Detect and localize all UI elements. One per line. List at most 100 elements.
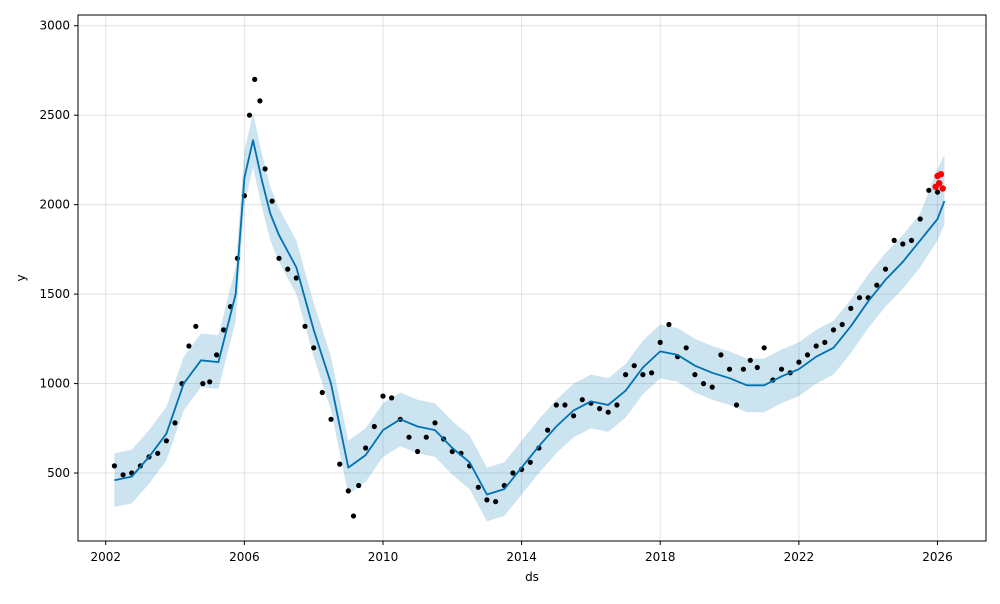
- observed-point: [874, 282, 880, 288]
- observed-point: [111, 463, 117, 469]
- observed-point: [293, 275, 299, 281]
- observed-point: [285, 266, 291, 272]
- observed-point: [155, 450, 161, 456]
- observed-point: [276, 255, 282, 261]
- observed-point: [605, 409, 611, 415]
- uncertainty-band: [114, 113, 945, 522]
- observed-point: [527, 459, 533, 465]
- observed-point: [214, 352, 220, 358]
- observed-point: [269, 198, 275, 204]
- x-tick-label: 2006: [229, 550, 260, 564]
- grid: [78, 15, 986, 541]
- observed-point: [839, 321, 845, 328]
- observed-point: [200, 381, 206, 387]
- observed-point: [718, 352, 724, 358]
- highlighted-point: [937, 171, 945, 178]
- observed-point: [726, 366, 733, 372]
- observed-point: [796, 359, 802, 365]
- observed-point: [302, 323, 308, 329]
- x-tick-label: 2022: [784, 550, 815, 564]
- x-tick-label: 2014: [506, 550, 537, 564]
- observed-point: [257, 98, 263, 104]
- uncertainty-band-layer: [114, 113, 945, 522]
- observed-point: [623, 372, 629, 378]
- observed-point: [553, 402, 559, 408]
- y-tick-label: 3000: [39, 19, 70, 33]
- observed-point: [882, 266, 889, 272]
- observed-point: [475, 484, 481, 490]
- observed-point: [207, 379, 213, 385]
- observed-point: [926, 187, 932, 193]
- observed-point: [262, 166, 268, 172]
- observed-point: [848, 305, 854, 311]
- observed-point: [740, 366, 747, 372]
- observed-point: [761, 345, 767, 351]
- observed-point: [328, 416, 334, 422]
- observed-point: [657, 339, 663, 345]
- observed-point: [363, 445, 369, 451]
- observed-point: [389, 395, 395, 401]
- y-axis: 500 1000 1500 2000 2500 3000: [39, 19, 78, 480]
- observed-point: [908, 237, 915, 243]
- observed-point: [545, 427, 551, 433]
- observed-point: [666, 321, 672, 328]
- highlighted-points-layer: [932, 171, 946, 192]
- observed-point: [415, 448, 421, 455]
- observed-point: [571, 413, 577, 419]
- observed-point: [709, 384, 715, 390]
- observed-point: [319, 389, 325, 396]
- observed-point: [356, 482, 362, 489]
- observed-point: [406, 434, 412, 440]
- observed-point: [380, 393, 386, 399]
- observed-point: [172, 420, 178, 426]
- observed-point: [163, 438, 169, 444]
- observed-point: [597, 406, 603, 412]
- observed-point: [813, 343, 819, 349]
- x-tick-label: 2002: [90, 550, 121, 564]
- observed-point: [934, 189, 941, 195]
- observed-point: [246, 112, 253, 118]
- forecast-line-layer: [114, 139, 946, 496]
- observed-point: [631, 363, 637, 369]
- observed-point: [120, 472, 126, 478]
- observed-point: [640, 372, 646, 378]
- x-tick-label: 2010: [368, 550, 399, 564]
- y-tick-label: 2500: [39, 108, 70, 122]
- observed-point: [683, 345, 689, 351]
- observed-point: [562, 402, 568, 408]
- observed-point: [350, 513, 357, 519]
- y-axis-label: y: [14, 274, 28, 281]
- plot-frame: [77, 14, 987, 542]
- x-axis-label: ds: [525, 570, 539, 584]
- x-tick-label: 2026: [922, 550, 953, 564]
- observed-points-layer: [111, 76, 941, 519]
- observed-point: [649, 370, 655, 376]
- observed-point: [804, 352, 811, 358]
- y-tick-label: 1000: [39, 377, 70, 391]
- forecast-line: [114, 139, 946, 496]
- observed-point: [778, 366, 785, 372]
- observed-point: [493, 499, 499, 505]
- observed-point: [193, 323, 199, 329]
- observed-point: [822, 339, 828, 345]
- observed-point: [579, 397, 585, 403]
- observed-point: [221, 327, 227, 333]
- observed-point: [692, 372, 698, 378]
- y-tick-label: 1500: [39, 287, 70, 301]
- y-tick-label: 2000: [39, 198, 70, 212]
- observed-point: [917, 216, 923, 222]
- x-tick-label: 2018: [645, 550, 676, 564]
- observed-point: [747, 357, 753, 363]
- observed-point: [891, 237, 897, 243]
- highlighted-point: [936, 180, 943, 187]
- observed-point: [186, 343, 192, 349]
- observed-point: [733, 402, 740, 408]
- observed-point: [252, 76, 258, 82]
- observed-point: [432, 420, 438, 426]
- observed-point: [614, 402, 620, 408]
- observed-point: [830, 327, 837, 333]
- highlighted-point: [939, 185, 946, 192]
- observed-point: [856, 295, 863, 301]
- observed-point: [311, 345, 317, 351]
